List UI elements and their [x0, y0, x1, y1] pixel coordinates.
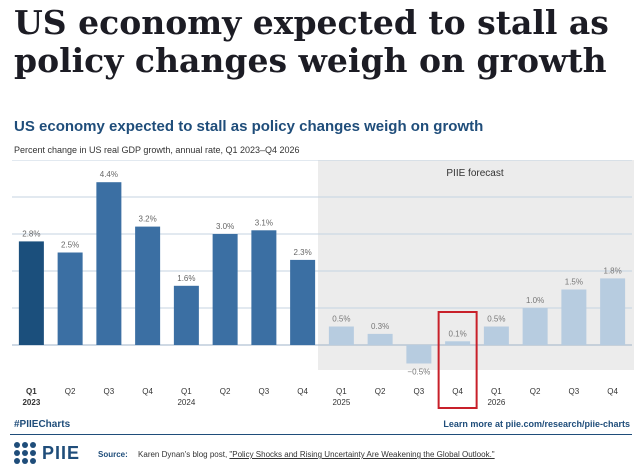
source-link[interactable]: "Policy Shocks and Rising Uncertainty Ar…: [229, 450, 495, 459]
x-tick-label: Q1: [491, 387, 502, 396]
x-tick-label: Q2: [220, 387, 231, 396]
x-tick-label: Q3: [104, 387, 115, 396]
data-label: 0.3%: [371, 322, 389, 331]
x-tick-label: Q4: [607, 387, 618, 396]
x-tick-label: Q2: [375, 387, 386, 396]
bar: [522, 308, 548, 345]
x-tick-label: Q3: [259, 387, 270, 396]
bar: [328, 326, 354, 345]
x-tick-label: Q1: [26, 387, 37, 396]
x-tick-label: Q1: [181, 387, 192, 396]
x-tick-label: Q2: [530, 387, 541, 396]
hashtag-link[interactable]: #PIIECharts: [14, 419, 71, 430]
chart-title: US economy expected to stall as policy c…: [14, 118, 484, 135]
x-year-label: 2026: [487, 398, 505, 407]
highlight-box: [437, 311, 478, 409]
x-tick-label: Q2: [65, 387, 76, 396]
bar: [406, 345, 432, 364]
x-tick-label: Q3: [569, 387, 580, 396]
x-tick-label: Q3: [414, 387, 425, 396]
x-tick-label: Q4: [297, 387, 308, 396]
x-tick-label: Q4: [142, 387, 153, 396]
bar: [367, 333, 393, 345]
bar: [96, 182, 122, 345]
data-label: 3.1%: [255, 218, 273, 227]
bar: [290, 259, 316, 345]
bar: [18, 241, 44, 345]
data-label: 3.0%: [216, 222, 234, 231]
x-year-label: 2023: [22, 398, 40, 407]
source-text: Karen Dynan's blog post,: [138, 450, 228, 459]
learn-more-link[interactable]: Learn more at piie.com/research/piie-cha…: [443, 419, 630, 429]
data-label: 1.6%: [177, 274, 195, 283]
data-label: 2.5%: [61, 241, 79, 250]
piie-logo-icon: [14, 442, 36, 464]
piie-logo: PIIE: [14, 441, 80, 465]
bar: [251, 230, 277, 345]
source-note: Source: Karen Dynan's blog post, "Policy…: [98, 450, 495, 459]
x-year-label: 2025: [332, 398, 350, 407]
bar: [600, 278, 626, 345]
bar: [483, 326, 509, 345]
data-label: 0.5%: [487, 315, 505, 324]
bar: [445, 341, 471, 345]
x-year-label: 2024: [177, 398, 195, 407]
data-label: 0.5%: [332, 315, 350, 324]
x-tick-label: Q1: [336, 387, 347, 396]
data-label: 1.5%: [565, 278, 583, 287]
data-label: 3.2%: [139, 215, 157, 224]
bar: [135, 226, 161, 345]
gdp-bar-chart: PIIE forecast 2.8% Q1 2023 2.5% Q2 4.4% Q3 3.2% Q…: [12, 160, 634, 409]
logo-text: PIIE: [42, 442, 81, 463]
data-label: −0.5%: [407, 368, 430, 377]
data-label: 1.8%: [604, 266, 622, 275]
data-label: 1.0%: [526, 296, 544, 305]
chart-subtitle: Percent change in US real GDP growth, an…: [14, 145, 300, 155]
bar: [561, 289, 587, 345]
data-label: 2.8%: [22, 229, 40, 238]
footer-divider: [10, 434, 632, 435]
source-label: Source:: [98, 450, 128, 459]
forecast-label: PIIE forecast: [446, 168, 503, 179]
page-headline: US economy expected to stall as policy c…: [14, 3, 609, 80]
x-tick-label: Q4: [452, 387, 463, 396]
data-label: 0.1%: [449, 329, 467, 338]
data-label: 4.4%: [100, 170, 118, 179]
bar: [212, 234, 238, 345]
bar: [57, 252, 83, 345]
bar: [173, 285, 199, 345]
data-label: 2.3%: [294, 248, 312, 257]
